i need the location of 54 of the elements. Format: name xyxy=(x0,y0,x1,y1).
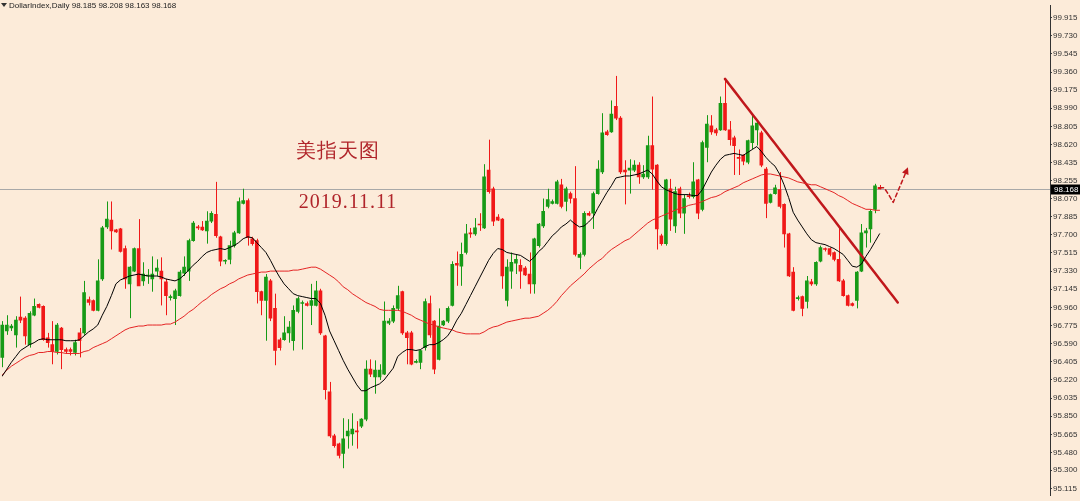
candlestick xyxy=(300,300,305,351)
candlestick xyxy=(404,330,409,365)
y-tick-label: 98.255 xyxy=(1053,175,1079,185)
y-tick-label: 96.405 xyxy=(1053,357,1079,367)
candlestick xyxy=(14,315,18,349)
candlestick xyxy=(454,250,459,287)
y-tick-label: 99.175 xyxy=(1053,85,1079,95)
y-tick-label: 97.330 xyxy=(1053,266,1079,276)
y-tick-label: 96.960 xyxy=(1053,302,1079,312)
y-tick-label: 99.915 xyxy=(1053,12,1079,22)
candlestick xyxy=(345,418,350,450)
y-tick-label: 96.590 xyxy=(1053,338,1079,348)
annotation: 美指天图 xyxy=(296,139,380,162)
ref-line-label: 98.168 xyxy=(1054,184,1080,194)
y-tick-label: 98.805 xyxy=(1053,121,1079,131)
y-tick-label: 96.220 xyxy=(1053,375,1079,385)
y-tick-label: 99.545 xyxy=(1053,49,1079,59)
annotation: 2019.11.11 xyxy=(298,190,398,213)
y-tick-label: 98.620 xyxy=(1053,139,1079,149)
candlestick xyxy=(314,280,318,307)
y-tick-label: 97.885 xyxy=(1053,211,1079,221)
y-tick-label: 99.360 xyxy=(1053,67,1079,77)
candlestick xyxy=(804,275,809,309)
y-tick-label: 95.300 xyxy=(1053,465,1079,475)
candlestick xyxy=(350,412,355,447)
y-tick-label: 95.480 xyxy=(1053,447,1079,457)
y-tick-label: 98.070 xyxy=(1053,193,1079,203)
y-tick-label: 98.435 xyxy=(1053,157,1079,167)
candlestick xyxy=(464,223,468,255)
candlestick xyxy=(564,186,568,212)
y-tick-label: 98.990 xyxy=(1053,103,1079,113)
candlestick xyxy=(754,120,759,147)
candlestick xyxy=(814,260,818,287)
y-tick-label: 97.515 xyxy=(1053,248,1079,258)
candlestick xyxy=(282,315,286,342)
y-tick-label: 97.700 xyxy=(1053,230,1079,240)
candlestick xyxy=(514,253,518,275)
chart-title: DollarIndex,Daily 98.185 98.208 98.163 98.168 xyxy=(9,0,177,10)
y-tick-label: 95.665 xyxy=(1053,429,1079,439)
candlestick xyxy=(214,181,218,239)
candlestick xyxy=(614,75,618,121)
candlestick xyxy=(373,359,377,395)
y-tick-label: 95.115 xyxy=(1053,483,1078,493)
y-tick-label: 95.850 xyxy=(1053,411,1079,421)
y-tick-label: 99.730 xyxy=(1053,30,1079,40)
y-tick-label: 96.035 xyxy=(1053,393,1079,403)
candlestick xyxy=(164,278,168,316)
candlestick xyxy=(545,188,550,209)
y-tick-label: 96.775 xyxy=(1053,320,1079,330)
candlestick xyxy=(23,315,27,346)
candlestick xyxy=(682,194,686,235)
y-tick-label: 97.145 xyxy=(1053,284,1079,294)
candlestick xyxy=(104,200,109,230)
candlestick xyxy=(736,148,741,176)
